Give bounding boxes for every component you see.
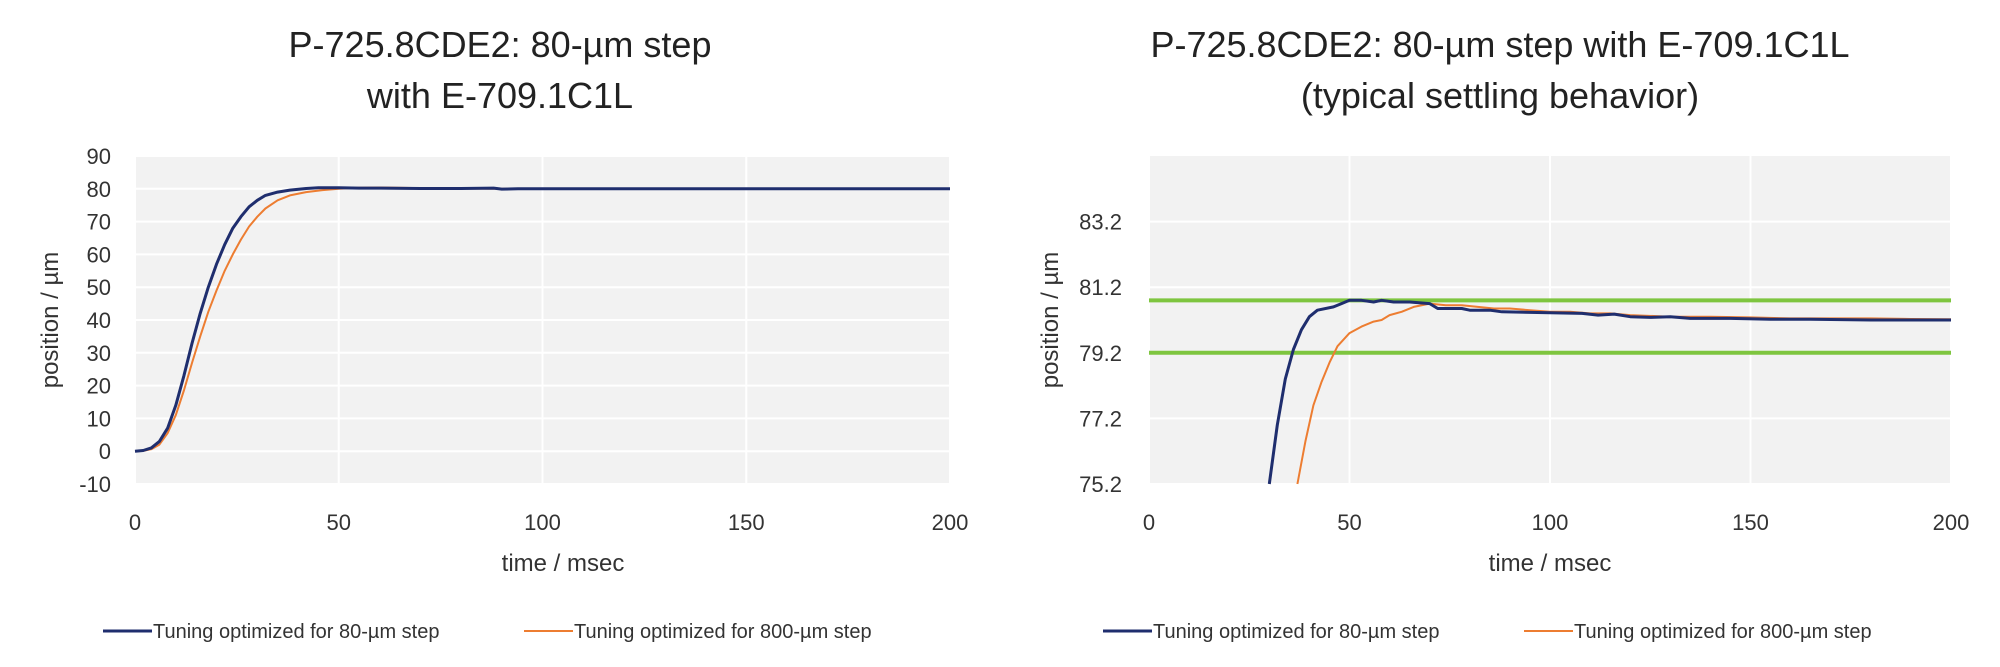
chart-right-title-line-1: P-725.8CDE2: 80-µm step with E-709.1C1L (1150, 24, 1849, 65)
chart-right-x-tick-label: 150 (1732, 510, 1769, 535)
chart-left-y-tick-label: 60 (87, 242, 111, 267)
chart-left-y-tick-label: 20 (87, 374, 111, 399)
chart-left-y-tick-labels: -10 0 10 20 30 40 50 60 70 80 90 (79, 144, 111, 497)
chart-left-title-line-2: with E-709.1C1L (366, 75, 633, 116)
chart-left-x-axis-label: time / msec (502, 550, 625, 577)
chart-left-y-axis-label: position / µm (37, 252, 64, 389)
chart-left-x-tick-label: 50 (327, 510, 351, 535)
chart-left-x-tick-label: 100 (524, 510, 561, 535)
chart-left: P-725.8CDE2: 80-µm step with E-709.1C1L … (37, 24, 968, 643)
chart-left-y-tick-label: 40 (87, 308, 111, 333)
chart-left-x-tick-label: 200 (932, 510, 969, 535)
chart-right-x-axis-label: time / msec (1489, 550, 1612, 577)
chart-right-series (1267, 298, 1952, 485)
chart-right-legend-label-1: Tuning optimized for 80-µm step (1153, 621, 1439, 643)
chart-right-x-tick-label: 0 (1143, 510, 1155, 535)
chart-left-legend-label-2: Tuning optimized for 800-µm step (574, 621, 872, 643)
chart-right: P-725.8CDE2: 80-µm step with E-709.1C1L … (1037, 24, 1969, 643)
chart-right-x-tick-label: 100 (1532, 510, 1569, 535)
chart-left-y-tick-label: 80 (87, 177, 111, 202)
chart-left-x-tick-label: 150 (728, 510, 765, 535)
chart-left-y-tick-label: 0 (99, 439, 111, 464)
chart-left-y-tick-label: -10 (79, 472, 111, 497)
chart-left-title-line-1: P-725.8CDE2: 80-µm step (289, 24, 712, 65)
chart-left-series (134, 186, 950, 453)
chart-right-tolerance-band (1149, 298, 1951, 355)
chart-right-y-tick-label: 75.2 (1079, 472, 1122, 497)
chart-right-y-tick-label: 81.2 (1079, 275, 1122, 300)
chart-left-y-tick-label: 10 (87, 406, 111, 431)
chart-left-x-tick-label: 0 (129, 510, 141, 535)
chart-right-x-tick-label: 200 (1933, 510, 1970, 535)
chart-right-legend: Tuning optimized for 80-µm step Tuning o… (1103, 621, 1872, 643)
chart-left-legend-label-1: Tuning optimized for 80-µm step (153, 621, 439, 643)
chart-right-y-tick-label: 77.2 (1079, 406, 1122, 431)
chart-left-y-tick-label: 30 (87, 341, 111, 366)
chart-right-x-tick-label: 50 (1337, 510, 1361, 535)
chart-right-y-tick-label: 83.2 (1079, 210, 1122, 235)
chart-left-y-tick-label: 70 (87, 210, 111, 235)
chart-right-y-axis-label: position / µm (1037, 252, 1064, 389)
chart-right-legend-label-2: Tuning optimized for 800-µm step (1574, 621, 1872, 643)
chart-right-y-tick-labels: 75.2 77.2 79.2 81.2 83.2 (1079, 210, 1122, 497)
chart-left-series-line-80um-tuning (134, 186, 950, 453)
chart-left-legend: Tuning optimized for 80-µm step Tuning o… (103, 621, 872, 643)
chart-left-x-tick-labels: 0 50 100 150 200 (129, 510, 968, 535)
chart-right-series-line-80um-tuning (1267, 298, 1951, 485)
chart-left-y-tick-label: 90 (87, 144, 111, 169)
chart-right-y-tick-label: 79.2 (1079, 341, 1122, 366)
chart-left-y-tick-label: 50 (87, 275, 111, 300)
chart-right-x-tick-labels: 0 50 100 150 200 (1143, 510, 1969, 535)
chart-right-title-line-2: (typical settling behavior) (1301, 75, 1699, 116)
